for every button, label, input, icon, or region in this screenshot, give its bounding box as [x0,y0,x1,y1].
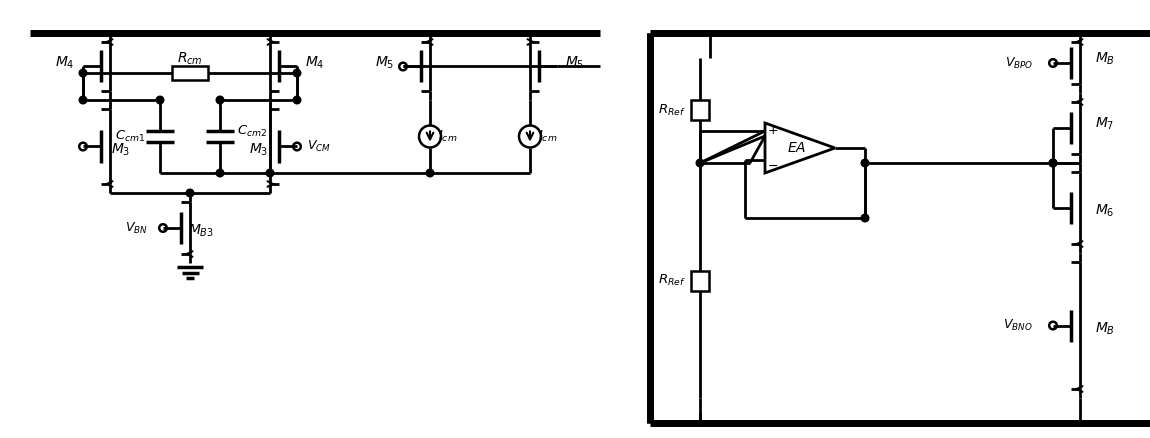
Text: $R_{Ref}$: $R_{Ref}$ [658,273,685,288]
Circle shape [293,69,301,77]
Text: $M_3$: $M_3$ [112,141,131,158]
Text: $V_{BPO}$: $V_{BPO}$ [1005,56,1033,71]
Circle shape [79,69,86,77]
Polygon shape [765,123,835,173]
Circle shape [79,96,86,104]
Text: $M_5$: $M_5$ [566,54,584,71]
Text: $M_6$: $M_6$ [1095,203,1114,219]
Circle shape [216,169,224,177]
Circle shape [861,214,868,222]
Circle shape [427,169,434,177]
Text: $C_{cm2}$: $C_{cm2}$ [237,124,267,139]
Text: $R_{cm}$: $R_{cm}$ [177,51,202,67]
Circle shape [266,169,274,177]
Circle shape [156,96,163,104]
Text: $M_7$: $M_7$ [1095,116,1114,132]
Text: $V_{CM}$: $V_{CM}$ [307,139,331,154]
Text: $M_4$: $M_4$ [305,54,324,71]
Circle shape [696,159,704,167]
Bar [172,66,208,80]
Text: $-$: $-$ [767,159,779,172]
Text: $I_{cm}$: $I_{cm}$ [438,129,458,144]
Text: $V_{BN}$: $V_{BN}$ [125,220,148,236]
Text: $C_{cm1}$: $C_{cm1}$ [115,129,145,144]
Bar [691,271,710,290]
Text: $M_4$: $M_4$ [55,54,75,71]
Bar [691,100,710,120]
Text: $M_B$: $M_B$ [1095,51,1116,67]
Circle shape [1049,159,1057,167]
Text: $EA$: $EA$ [788,141,806,155]
Text: $+$: $+$ [767,124,779,138]
Circle shape [861,159,868,167]
Text: $M_5$: $M_5$ [375,54,394,71]
Text: $I_{cm}$: $I_{cm}$ [538,129,558,144]
Circle shape [1049,159,1057,167]
Circle shape [216,96,224,104]
Text: $M_{B3}$: $M_{B3}$ [187,223,214,239]
Text: $M_B$: $M_B$ [1095,320,1116,337]
Text: $V_{BNO}$: $V_{BNO}$ [1003,318,1033,333]
Text: $R_{Ref}$: $R_{Ref}$ [658,103,685,118]
Text: $M_3$: $M_3$ [250,141,269,158]
Circle shape [186,189,194,197]
Circle shape [293,96,301,104]
